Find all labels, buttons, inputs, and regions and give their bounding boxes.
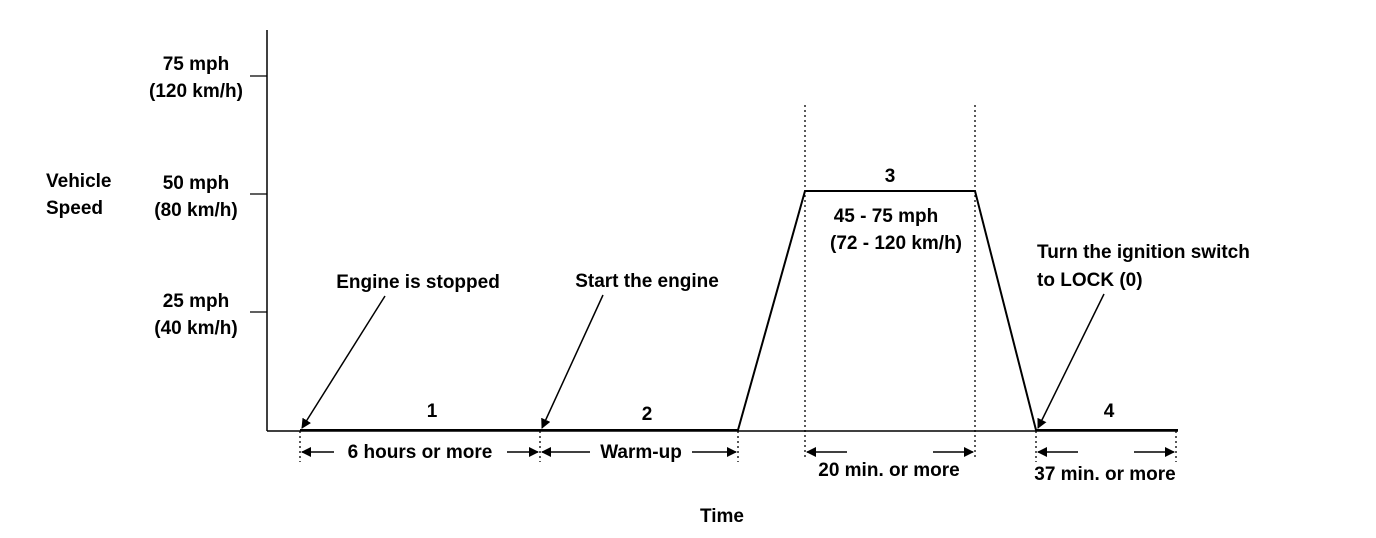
- phase-3-number: 3: [885, 166, 896, 187]
- duration-4-label: 37 min. or more: [1034, 464, 1176, 485]
- y-tick-label-75-kmh: (120 km/h): [149, 81, 243, 102]
- annotation-start-engine-arrow: [541, 294, 604, 429]
- y-tick-label-25-mph: 25 mph: [163, 291, 230, 312]
- y-tick-label-50-kmh: (80 km/h): [154, 200, 237, 221]
- annotation-start-engine: Start the engine: [575, 271, 719, 292]
- y-tick-label-75-mph: 75 mph: [163, 54, 230, 75]
- phase-3-speed-mph: 45 - 75 mph: [834, 206, 939, 227]
- y-tick-label-50-mph: 50 mph: [163, 173, 230, 194]
- y-axis-title-line-2: Speed: [46, 198, 103, 219]
- y-axis-title-line-1: Vehicle: [46, 171, 112, 192]
- duration-1-label: 6 hours or more: [348, 442, 493, 463]
- annotation-ignition-arrow: [1037, 293, 1105, 429]
- phase-1-number: 1: [427, 401, 438, 422]
- phase-4-number: 4: [1104, 401, 1115, 422]
- annotation-engine-stopped-arrow: [301, 295, 386, 429]
- duration-3-label: 20 min. or more: [818, 460, 960, 481]
- duration-2-label: Warm-up: [600, 442, 682, 463]
- annotation-ignition-line-2: to LOCK (0): [1037, 270, 1143, 291]
- speed-profile-line: [300, 190, 1178, 431]
- annotation-engine-stopped: Engine is stopped: [336, 272, 500, 293]
- phase-3-speed-kmh: (72 - 120 km/h): [830, 233, 962, 254]
- y-tick-label-25-kmh: (40 km/h): [154, 318, 237, 339]
- phase-2-number: 2: [642, 404, 653, 425]
- phase-boundary-markers: [299, 105, 1177, 462]
- x-axis-title: Time: [700, 506, 744, 527]
- annotation-ignition-line-1: Turn the ignition switch: [1037, 242, 1250, 263]
